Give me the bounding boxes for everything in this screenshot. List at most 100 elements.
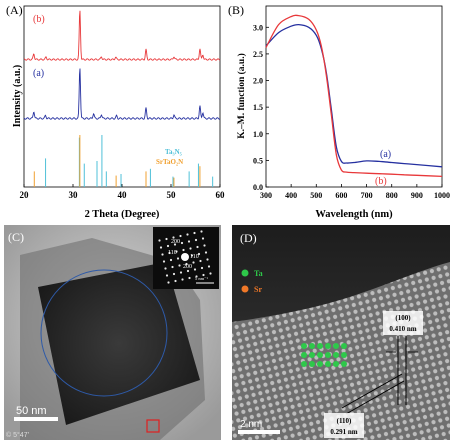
panel-b-x-ticks: 300 400 500 600 700 800 900 1000 bbox=[260, 184, 450, 200]
panel-b-x-tick-label: 400 bbox=[285, 191, 297, 200]
panel-b-x-tick-label: 500 bbox=[310, 191, 322, 200]
panel-b-series-a-label: (a) bbox=[380, 149, 391, 160]
panel-c-saed-spot bbox=[188, 276, 191, 280]
panel-a-axes-frame bbox=[23, 5, 221, 188]
panel-b-y-tick-label: 3.0 bbox=[253, 23, 263, 32]
panel-d-ta-atom bbox=[309, 361, 315, 367]
panel-b-x-tick-label: 1000 bbox=[434, 191, 450, 200]
panel-a-x-tick-label: 50 bbox=[167, 190, 177, 200]
panel-c-saed-spot bbox=[206, 258, 209, 261]
panel-c-saed-spot bbox=[185, 262, 188, 266]
panel-d-legend-sr: Sr bbox=[254, 285, 262, 294]
panel-d-label: (D) bbox=[240, 231, 257, 245]
panel-b-xlabel: Wavelength (nm) bbox=[315, 209, 393, 220]
panel-b-x-tick-label: 300 bbox=[260, 191, 272, 200]
panel-d-ta-atom bbox=[333, 361, 339, 367]
panel-b-y-tick-label: 2.5 bbox=[253, 50, 263, 59]
panel-d-ta-atom bbox=[317, 343, 323, 349]
panel-c-saed-spot bbox=[199, 259, 202, 263]
panel-d-ta-atom bbox=[301, 361, 307, 367]
panel-c-saed-label-110a: 110 bbox=[168, 250, 177, 256]
panel-b-y-tick-label: 2.0 bbox=[253, 77, 263, 86]
panel-d-ta-atom bbox=[301, 352, 307, 358]
panel-a-x-tick-label: 30 bbox=[69, 190, 79, 200]
panel-c-saed-spot bbox=[161, 253, 164, 256]
panel-d-d110-value: 0.291 nm bbox=[330, 428, 357, 436]
panel-d-ta-atom bbox=[341, 343, 347, 349]
panel-c-saed-spot bbox=[159, 246, 163, 249]
panel-a-label: (A) bbox=[6, 3, 23, 17]
panel-b-series-line bbox=[265, 23, 443, 168]
panel-a-x-ticks: 20 30 40 50 60 bbox=[20, 184, 226, 200]
panel-d-ta-atom bbox=[341, 352, 347, 358]
panel-b-label: (B) bbox=[228, 3, 244, 17]
panel-d-legend-ta-dot bbox=[241, 269, 249, 277]
panel-b-plot-area bbox=[265, 14, 443, 178]
panel-a-ylabel: Intensity (a.u.) bbox=[12, 65, 23, 128]
panel-c-saed-spot bbox=[186, 233, 189, 236]
panel-c-saed-spot bbox=[207, 265, 211, 268]
panel-c-saed-scale-text: 5 nm⁻¹ bbox=[195, 276, 209, 281]
panel-d-ta-atom bbox=[317, 361, 323, 367]
panel-b-x-tick-label: 700 bbox=[361, 191, 373, 200]
panel-c-saed-spot bbox=[165, 274, 169, 277]
panel-b-y-tick-label: 0.0 bbox=[253, 183, 263, 192]
panel-c-saed-spot bbox=[178, 264, 181, 267]
panel-d-d100-index: (100) bbox=[395, 314, 411, 322]
panel-c-saed-spot bbox=[186, 269, 190, 273]
panel-a-series-a-label: (a) bbox=[33, 68, 44, 79]
panel-d-ta-atom bbox=[309, 343, 315, 349]
panel-c-saed-label-200: 200 bbox=[171, 239, 180, 245]
panel-a-legend-srtao2n: SrTaO₂N bbox=[156, 158, 183, 166]
panel-c-saed-spot bbox=[176, 257, 180, 260]
panel-c-saed-label-200b: 200 bbox=[183, 264, 192, 270]
panel-a-legend-ta3n5: Ta₃N₅ bbox=[165, 148, 182, 156]
panel-c-saed-spots bbox=[158, 230, 212, 284]
panel-c-saed-spot bbox=[169, 258, 173, 262]
panel-c-saed-spot bbox=[171, 265, 174, 269]
panel-c-saed-spot bbox=[204, 251, 208, 254]
panel-c-saed-spot bbox=[193, 231, 196, 235]
panel-c-saed-spot bbox=[179, 234, 182, 238]
panel-c-saed-spot bbox=[172, 272, 176, 276]
panel-c-saed-spot bbox=[189, 247, 192, 250]
panel-c-saed-spot bbox=[175, 250, 178, 253]
panel-b-x-tick-label: 800 bbox=[386, 191, 398, 200]
panel-c-scalebar bbox=[14, 417, 58, 421]
panel-c-saed-spot bbox=[195, 275, 198, 278]
panel-b-x-tick-label: 900 bbox=[411, 191, 423, 200]
panel-c-watermark: © 5°47' bbox=[6, 431, 29, 439]
panel-c-scalebar-text: 50 nm bbox=[16, 405, 47, 417]
panel-c-saed-spot bbox=[182, 248, 185, 252]
panel-c-saed-spot bbox=[187, 240, 191, 243]
panel-c-saed-spot bbox=[158, 239, 161, 242]
panel-d-scalebar-text: 2 nm bbox=[240, 419, 262, 430]
panel-c-saed-spot bbox=[209, 272, 212, 275]
panel-d-legend-sr-dot bbox=[241, 285, 249, 293]
panel-c-saed-spot bbox=[179, 271, 183, 274]
panel-c: 200 110 110 200 5 nm⁻¹ (C) 50 nm © 5°47' bbox=[4, 225, 221, 440]
panel-d-scalebar bbox=[238, 430, 280, 434]
panel-c-saed-spot bbox=[167, 281, 170, 284]
panel-c-saed-spot bbox=[200, 230, 203, 233]
panel-c-saed-spot bbox=[201, 237, 205, 240]
panel-d-ta-atom bbox=[333, 343, 339, 349]
panel-a-x-tick-label: 60 bbox=[216, 190, 226, 200]
panel-c-saed-spot bbox=[192, 261, 195, 264]
panel-d-d100-value: 0.410 nm bbox=[389, 325, 416, 333]
panel-b-y-tick-label: 0.5 bbox=[253, 156, 263, 165]
panel-d-legend-ta: Ta bbox=[254, 269, 263, 278]
panel-b-y-ticks: 0.0 0.5 1.0 1.5 2.0 2.5 3.0 bbox=[253, 23, 269, 192]
panel-d-ta-atom bbox=[301, 343, 307, 349]
panel-c-saed-spot bbox=[166, 244, 170, 248]
panel-d-d100-label-box bbox=[383, 311, 423, 335]
panel-a-plot-area bbox=[23, 10, 221, 187]
panel-d: (D) Ta Sr (100) 0.410 nm (110) 0.291 nm … bbox=[232, 225, 450, 440]
panel-c-saed-spot bbox=[190, 254, 194, 257]
panel-d-atom-overlay bbox=[301, 343, 347, 367]
panel-d-d110-index: (110) bbox=[337, 417, 352, 425]
panel-c-saed-spot bbox=[174, 279, 177, 283]
panel-d-ta-atom bbox=[341, 361, 347, 367]
panel-c-saed-spot bbox=[196, 245, 199, 249]
